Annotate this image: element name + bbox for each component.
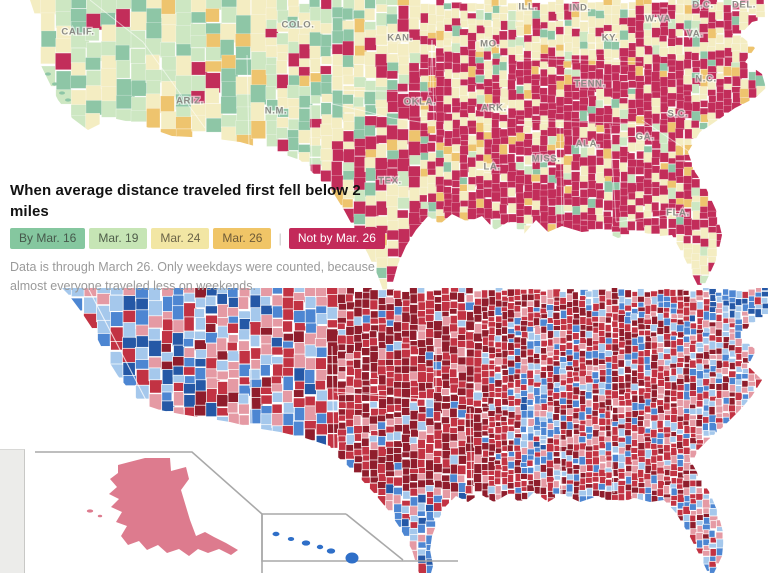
legend-chip-mar-19: Mar. 19 [89,228,148,249]
aleutian-island [97,514,103,518]
state-labels: CALIF. ARIZ. N.M. COLO. KAN. OKLA. MO. ILL. IND.… [60,0,757,220]
election-county-map [35,288,768,573]
state-label: VA. [687,29,704,40]
state-label: CALIF. [61,27,94,38]
state-label: KAN. [387,33,413,44]
state-label: ARIZ. [176,96,204,107]
state-label: MISS. [532,154,561,165]
county-mosaic-top [30,0,766,292]
state-label: TENN. [574,79,606,90]
legend-chip-mar-24: Mar. 24 [151,228,210,249]
hawaii-inset [272,531,359,564]
state-borders-top [89,0,691,225]
state-label: N.M. [265,106,287,117]
state-label: ALA. [576,139,601,150]
state-label: W.VA [645,14,671,25]
map-legend: When average distance traveled first fel… [10,180,410,297]
map-title: When average distance traveled first fel… [10,182,361,220]
state-label: DEL. [732,0,756,11]
state-label: N.C. [695,74,716,85]
legend-chip-not-by-mar-26: Not by Mar. 26 [288,228,385,249]
legend-chip-mar-26: Mar. 26 [213,228,272,249]
state-label: OKLA. [404,97,437,108]
state-borders-bottom [87,288,615,499]
inset-frames [35,451,458,573]
state-label: S.C. [668,109,689,120]
state-label: ILL. [518,2,537,13]
state-label: D.C. [692,0,713,11]
page-edge-panel [0,449,25,573]
map-footnote: Data is through March 26. Only weekdays … [10,260,375,294]
state-label: COLO. [281,20,314,31]
state-label: ARK. [481,103,507,114]
state-label: TEX. [378,176,402,187]
legend-chips: By Mar. 16 Mar. 19 Mar. 24 Mar. 26 | Not… [10,228,410,249]
state-label: KY. [602,33,619,44]
state-label: LA. [483,162,500,173]
hawaii-inset-frame [261,513,458,562]
legend-chip-by-mar-16: By Mar. 16 [10,228,86,249]
state-label: IND. [569,3,590,14]
channel-islands [45,72,71,102]
state-label: MO. [480,39,500,50]
alaska-shape [109,458,238,556]
alaska-inset [86,458,238,556]
travel-distance-map: CALIF. ARIZ. N.M. COLO. KAN. OKLA. MO. ILL. IND.… [30,0,766,292]
state-label: FLA. [666,208,690,219]
aleutian-island [86,509,94,513]
legend-separator: | [278,231,282,246]
state-label: GA. [636,132,655,143]
